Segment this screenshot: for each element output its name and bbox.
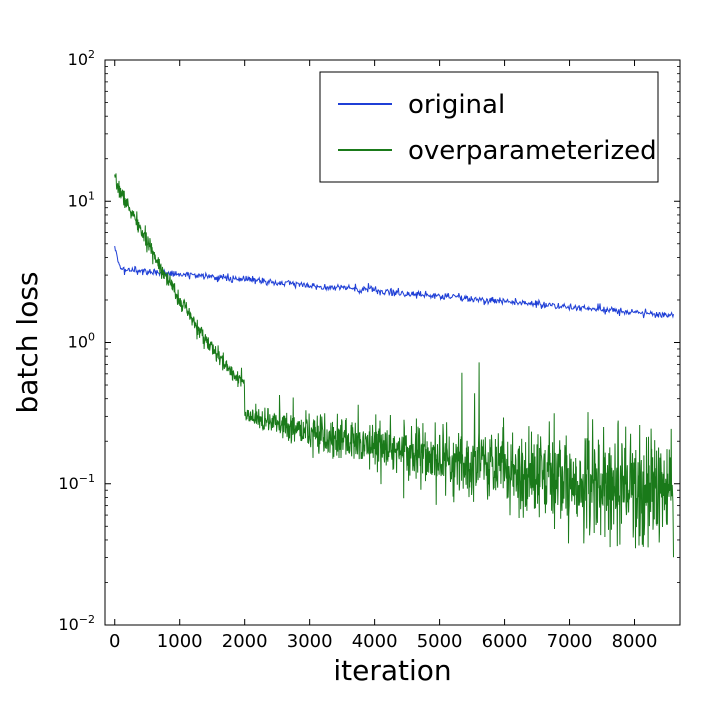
loss-chart: 01000200030004000500060007000800010−210−… (0, 0, 720, 720)
svg-text:2000: 2000 (222, 631, 268, 652)
svg-text:8000: 8000 (612, 631, 658, 652)
svg-text:4000: 4000 (352, 631, 398, 652)
svg-text:3000: 3000 (287, 631, 333, 652)
svg-text:batch loss: batch loss (11, 271, 44, 413)
svg-text:iteration: iteration (333, 654, 451, 687)
svg-text:0: 0 (109, 631, 120, 652)
svg-text:original: original (408, 90, 505, 120)
svg-text:5000: 5000 (417, 631, 463, 652)
svg-text:6000: 6000 (482, 631, 528, 652)
svg-text:7000: 7000 (547, 631, 593, 652)
svg-text:overparameterized: overparameterized (408, 136, 657, 166)
svg-text:1000: 1000 (157, 631, 203, 652)
chart-container: 01000200030004000500060007000800010−210−… (0, 0, 720, 720)
